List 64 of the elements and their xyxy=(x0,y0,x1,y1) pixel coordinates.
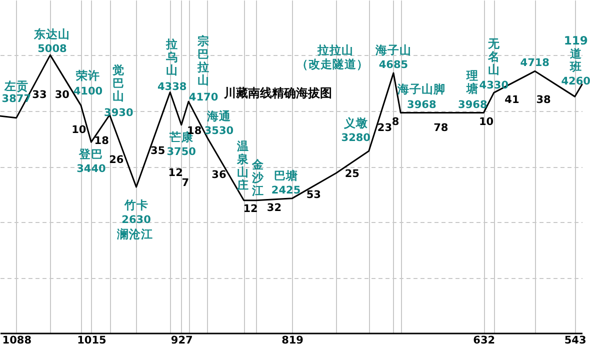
data-label: 5008 xyxy=(38,43,67,56)
annotation: 36 xyxy=(212,169,226,181)
annotation: 拉乌山 xyxy=(165,37,178,78)
data-label: 4685 xyxy=(378,58,408,71)
annotation: 左贡 xyxy=(3,78,28,93)
annotation: 78 xyxy=(434,122,448,134)
annotation: 巴塘 xyxy=(274,168,298,182)
annotation: 登巴 xyxy=(78,147,104,162)
annotation: 觉巴山 xyxy=(112,62,125,103)
annotation: 30 xyxy=(54,89,70,101)
x-tick-label: 632 xyxy=(473,334,496,346)
data-label: 3440 xyxy=(76,163,106,176)
annotation: 澜沧江 xyxy=(116,227,154,241)
annotation: 金沙江 xyxy=(251,157,266,198)
data-label: 3280 xyxy=(341,132,370,144)
data-label: 3968 xyxy=(458,98,488,111)
data-label: 3930 xyxy=(104,106,134,119)
annotation: 35 xyxy=(150,145,166,157)
annotation: 8 xyxy=(392,116,400,128)
annotation: 33 xyxy=(32,89,47,101)
annotation: 53 xyxy=(306,189,321,201)
annotation: 10 xyxy=(479,116,494,128)
text: 川藏南线精确海拔图 xyxy=(223,86,332,100)
x-tick-label: 1088 xyxy=(2,334,32,346)
data-label: 4260 xyxy=(561,76,590,88)
annotation: 18 xyxy=(94,135,109,147)
annotation: （改走隧道） xyxy=(296,57,368,71)
annotation: 义墩 xyxy=(342,116,368,130)
annotation: 东达山 xyxy=(33,27,70,42)
annotation: 32 xyxy=(266,202,282,214)
data-label: 2425 xyxy=(271,184,301,196)
annotation: 10 xyxy=(72,124,86,136)
x-tick-label: 819 xyxy=(282,334,304,346)
annotation: 25 xyxy=(344,168,360,180)
x-tick-label: 543 xyxy=(564,334,586,346)
annotation: 竹卡 xyxy=(123,198,148,212)
annotation: 拉拉山 xyxy=(316,43,354,57)
annotation: 12 xyxy=(168,167,183,179)
annotation: 26 xyxy=(109,154,124,166)
data-label: 4718 xyxy=(520,57,550,70)
annotation: 宗巴拉山 xyxy=(196,34,210,88)
data-label: 2630 xyxy=(122,214,151,226)
data-label: 3530 xyxy=(204,125,234,138)
annotation: 海子山 xyxy=(374,42,412,57)
annotation: 温泉山庄 xyxy=(236,138,249,192)
data-label: 4330 xyxy=(479,80,508,92)
x-tick-label: 927 xyxy=(170,334,193,346)
annotation: 海子山脚 xyxy=(396,82,446,96)
annotation: 理塘 xyxy=(466,68,479,96)
annotation: 7 xyxy=(182,177,190,189)
annotation: 12 xyxy=(243,203,258,215)
annotation: 23 xyxy=(377,122,392,134)
data-label: 3750 xyxy=(166,146,196,158)
data-label: 3968 xyxy=(407,98,436,111)
data-label: 4170 xyxy=(188,92,218,104)
data-label: 4100 xyxy=(73,85,103,98)
annotation: 无名山 xyxy=(486,36,501,77)
x-tick-label: 1015 xyxy=(77,334,106,346)
annotation: 荣许 xyxy=(74,68,100,82)
annotation: 38 xyxy=(536,94,551,106)
annotation: 119道班 xyxy=(564,34,588,74)
annotation: 41 xyxy=(504,94,520,106)
data-label: 4338 xyxy=(157,81,187,94)
annotation: 海通 xyxy=(206,109,232,124)
